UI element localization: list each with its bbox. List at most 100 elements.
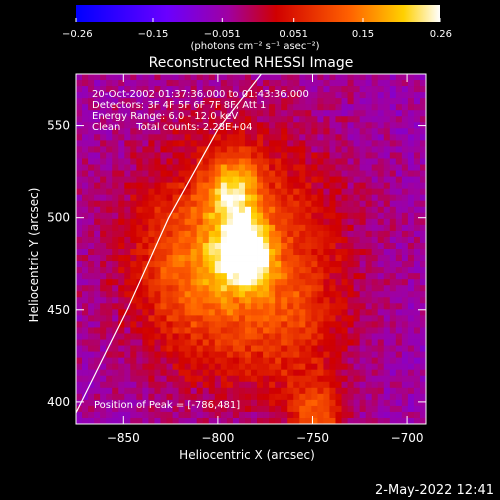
- heatmap-cell: [413, 417, 421, 424]
- heatmap-cell: [299, 218, 306, 226]
- heatmap-cell: [377, 393, 385, 401]
- heatmap-cell: [76, 327, 83, 334]
- heatmap-cell: [305, 393, 312, 401]
- heatmap-cell: [281, 375, 288, 383]
- heatmap-cell: [317, 393, 324, 401]
- heatmap-cell: [263, 146, 270, 153]
- heatmap-cell: [220, 212, 228, 220]
- heatmap-cell: [130, 333, 137, 340]
- heatmap-cell: [208, 80, 216, 87]
- heatmap-cell: [82, 140, 89, 147]
- heatmap-cell: [190, 297, 198, 304]
- heatmap-cell: [118, 74, 125, 81]
- heatmap-cell: [353, 411, 361, 419]
- heatmap-cell: [118, 182, 125, 190]
- heatmap-cell: [136, 200, 143, 208]
- heatmap-cell: [305, 333, 312, 340]
- heatmap-cell: [118, 146, 125, 153]
- heatmap-cell: [251, 351, 258, 359]
- heatmap-cell: [395, 315, 403, 322]
- heatmap-cell: [112, 249, 119, 256]
- heatmap-cell: [383, 152, 391, 159]
- heatmap-cell: [190, 255, 198, 262]
- heatmap-cell: [214, 206, 222, 214]
- heatmap-cell: [335, 381, 342, 389]
- heatmap-cell: [311, 164, 318, 171]
- heatmap-cell: [317, 158, 324, 165]
- heatmap-cell: [94, 369, 101, 377]
- annotation-clean-counts: Clean Total counts: 2.28E+04: [92, 122, 252, 133]
- heatmap-cell: [347, 86, 354, 93]
- heatmap-cell: [226, 339, 234, 346]
- heatmap-cell: [317, 218, 324, 226]
- heatmap-cell: [251, 381, 258, 389]
- heatmap-cell: [329, 255, 336, 262]
- heatmap-cell: [178, 411, 186, 419]
- heatmap-cell: [160, 333, 167, 340]
- heatmap-cell: [305, 122, 312, 129]
- heatmap-cell: [82, 357, 89, 365]
- heatmap-cell: [178, 303, 186, 310]
- heatmap-cell: [184, 242, 192, 250]
- heatmap-cell: [341, 128, 348, 135]
- heatmap-cell: [299, 164, 306, 171]
- heatmap-cell: [281, 279, 288, 286]
- heatmap-cell: [166, 297, 173, 304]
- heatmap-cell: [395, 351, 403, 359]
- heatmap-cell: [341, 158, 348, 165]
- heatmap-cell: [184, 134, 192, 141]
- heatmap-cell: [88, 315, 95, 322]
- heatmap-cell: [196, 375, 204, 383]
- heatmap-cell: [220, 86, 228, 93]
- heatmap-cell: [172, 206, 179, 214]
- heatmap-cell: [142, 303, 149, 310]
- heatmap-cell: [293, 140, 300, 147]
- heatmap-cell: [251, 86, 258, 93]
- heatmap-cell: [305, 182, 312, 190]
- heatmap-cell: [130, 279, 137, 286]
- heatmap-cell: [220, 333, 228, 340]
- heatmap-cell: [263, 224, 270, 232]
- heatmap-cell: [263, 242, 270, 250]
- heatmap-cell: [112, 273, 119, 280]
- heatmap-cell: [214, 279, 222, 286]
- heatmap-cell: [202, 375, 210, 383]
- heatmap-cell: [148, 267, 155, 274]
- heatmap-cell: [76, 393, 83, 401]
- heatmap-cell: [76, 200, 83, 208]
- heatmap-cell: [94, 230, 101, 238]
- heatmap-cell: [154, 104, 161, 111]
- heatmap-cell: [317, 261, 324, 268]
- heatmap-cell: [275, 387, 282, 395]
- heatmap-cell: [190, 86, 198, 93]
- heatmap-cell: [220, 140, 228, 147]
- heatmap-cell: [178, 188, 186, 196]
- heatmap-cell: [353, 212, 361, 220]
- heatmap-cell: [136, 164, 143, 171]
- heatmap-cell: [184, 92, 192, 99]
- heatmap-cell: [202, 381, 210, 389]
- heatmap-cell: [395, 140, 403, 147]
- heatmap-cell: [299, 98, 306, 105]
- heatmap-cell: [190, 176, 198, 184]
- heatmap-cell: [76, 134, 83, 141]
- heatmap-cell: [257, 164, 264, 171]
- heatmap-cell: [232, 375, 240, 383]
- heatmap-cell: [269, 218, 276, 226]
- heatmap-cell: [329, 152, 336, 159]
- heatmap-cell: [311, 267, 318, 274]
- heatmap-cell: [178, 158, 186, 165]
- heatmap-cell: [287, 255, 294, 262]
- heatmap-cell: [323, 164, 330, 171]
- y-tick-label: 550: [47, 119, 70, 133]
- heatmap-cell: [287, 417, 294, 424]
- heatmap-cell: [263, 206, 270, 214]
- heatmap-cell: [395, 255, 403, 262]
- heatmap-cell: [154, 327, 161, 334]
- heatmap-cell: [401, 230, 409, 238]
- heatmap-cell: [365, 92, 373, 99]
- heatmap-cell: [100, 405, 107, 413]
- heatmap-cell: [88, 291, 95, 298]
- heatmap-cell: [184, 351, 192, 359]
- heatmap-cell: [238, 104, 246, 111]
